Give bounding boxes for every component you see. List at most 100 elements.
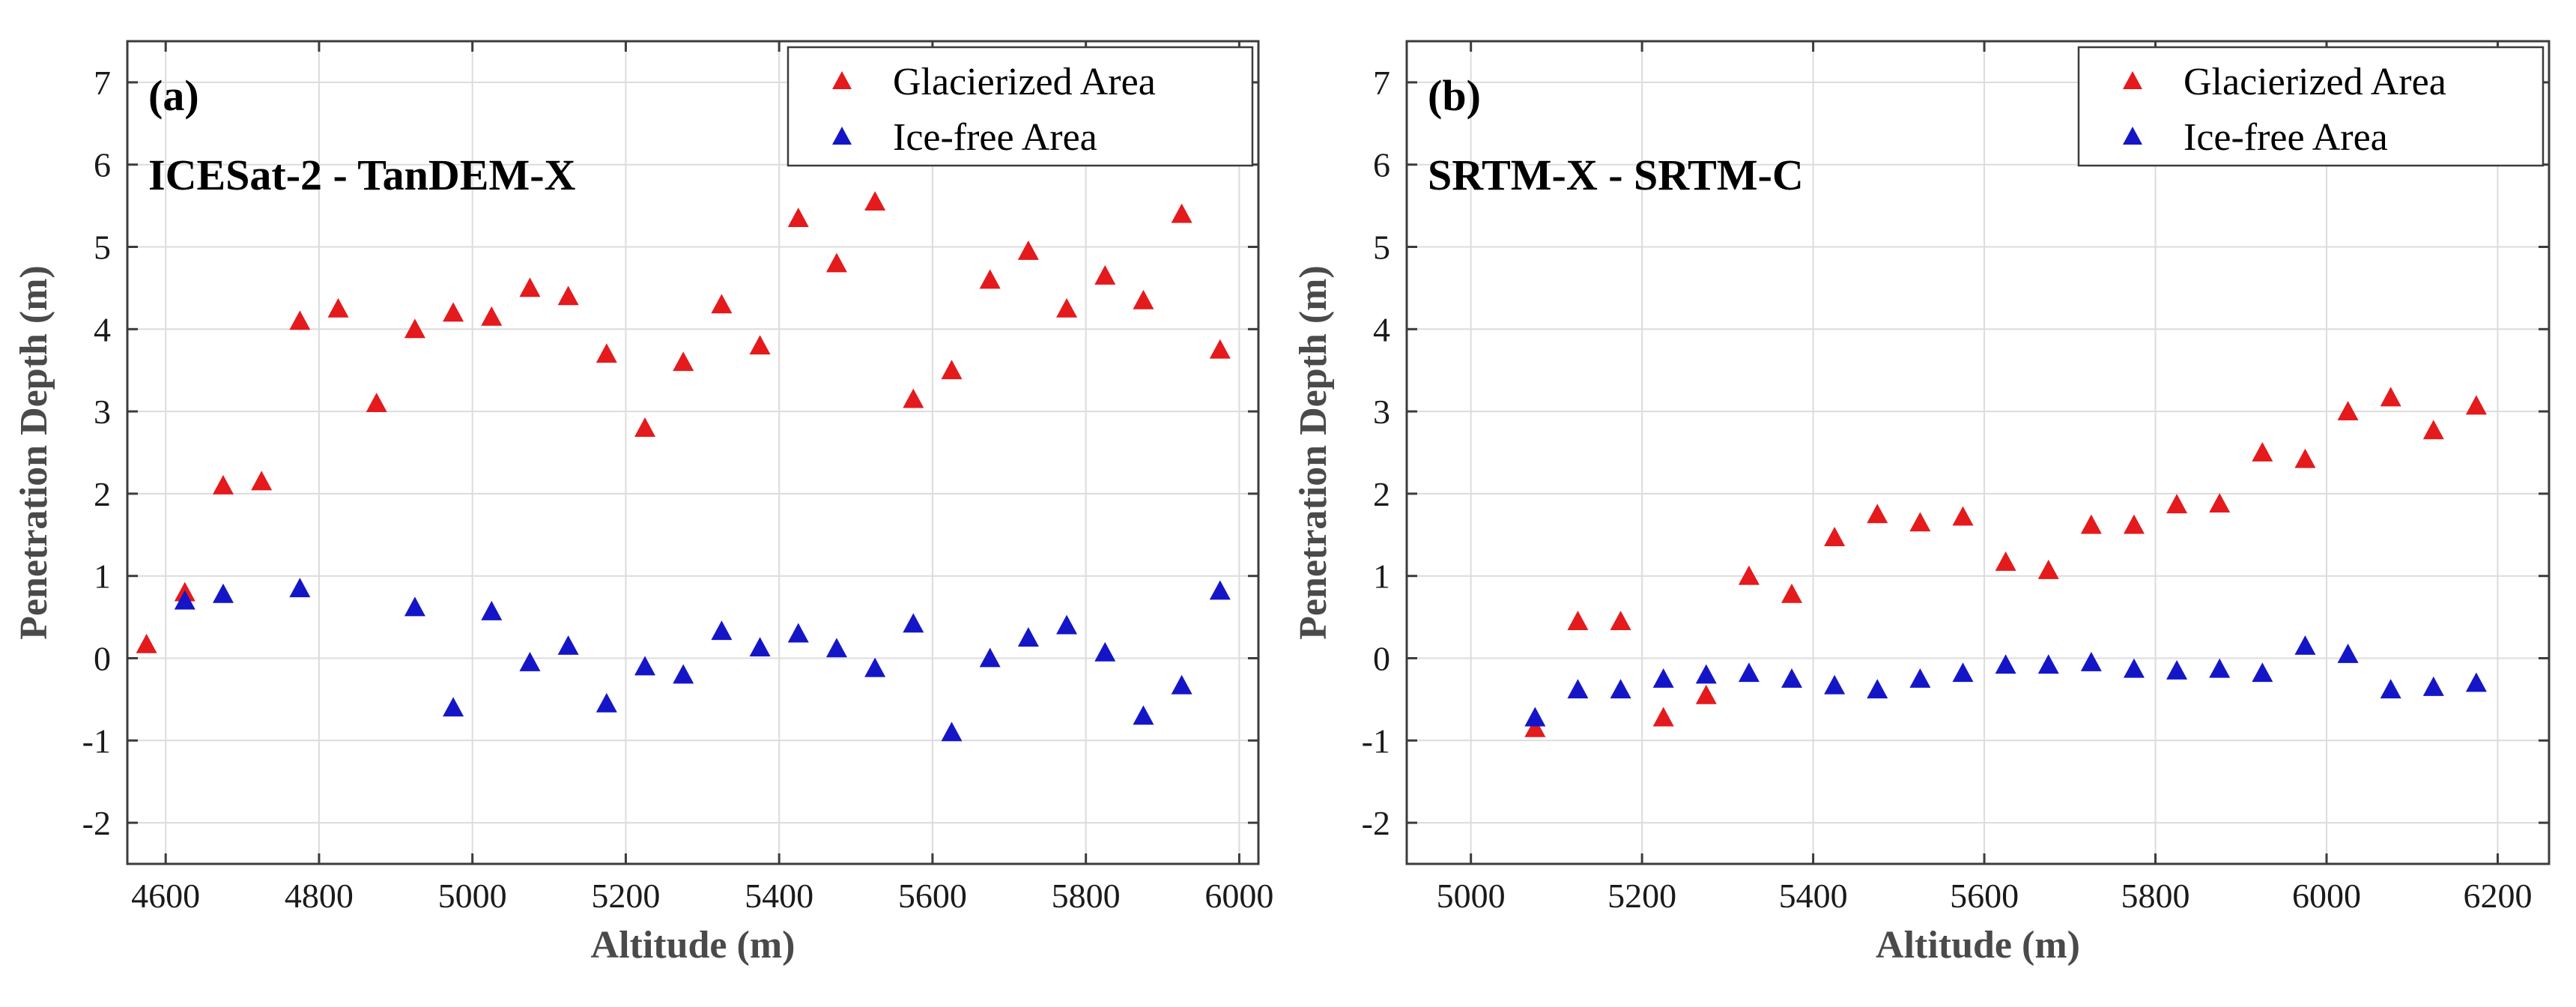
plot-frame <box>126 40 1260 865</box>
glacierized-point <box>1695 684 1717 704</box>
glacierized-point <box>1171 203 1192 223</box>
ice-free-point <box>519 651 541 671</box>
glacierized-point <box>979 269 1001 289</box>
ice-free-point <box>941 722 963 742</box>
ice-free-point <box>2380 679 2401 699</box>
ice-free-point <box>1952 662 1974 683</box>
glacierized-point <box>212 474 234 495</box>
ice-free-point <box>2294 635 2316 655</box>
x-tick-label: 6000 <box>1204 877 1273 915</box>
y-tick-label: 1 <box>1373 557 1390 596</box>
x-tick-label: 6000 <box>2292 877 2361 915</box>
glacierized-point <box>2166 494 2188 514</box>
glacierized-point <box>1909 512 1931 532</box>
x-tick-label: 5400 <box>1779 877 1848 915</box>
glacierized-point <box>2252 442 2273 462</box>
ice-free-point <box>212 583 234 603</box>
glacierized-point <box>1209 339 1231 359</box>
glacierized-point <box>1995 551 2016 571</box>
x-axis-label: Altitude (m) <box>591 924 795 967</box>
ice-free-point <box>1610 679 1631 699</box>
legend-label: Ice-free Area <box>2183 116 2388 159</box>
glacierized-point <box>251 471 273 491</box>
glacierized-point <box>1952 506 1974 526</box>
glacierized-point <box>2337 401 2359 420</box>
ice-free-point <box>481 600 503 620</box>
legend-marker <box>832 127 852 145</box>
legend-label: Glacierized Area <box>2183 61 2446 103</box>
ice-free-point <box>2123 658 2145 678</box>
ice-free-point <box>289 578 311 598</box>
ice-free-point <box>1524 707 1546 727</box>
ice-free-point <box>673 664 694 684</box>
glacierized-point <box>673 351 694 372</box>
legend-marker <box>2123 71 2142 90</box>
glacierized-point <box>1738 565 1760 585</box>
y-tick-label: 3 <box>94 393 111 431</box>
legend-marker <box>2123 127 2142 145</box>
glacierized-point <box>825 252 847 273</box>
glacierized-point <box>2037 560 2059 579</box>
ice-free-point <box>2037 654 2059 674</box>
panel-label: (b) <box>1428 71 1481 120</box>
glacierized-point <box>2209 493 2231 512</box>
ice-free-point <box>634 656 656 676</box>
ice-free-point <box>2337 644 2359 663</box>
glacierized-point <box>1056 297 1078 318</box>
ice-free-point <box>711 620 733 641</box>
ice-free-point <box>2422 676 2444 696</box>
ice-free-point <box>174 590 196 610</box>
y-tick-label: 4 <box>94 310 111 348</box>
ice-free-point <box>1909 668 1931 688</box>
legend-box <box>2077 46 2545 167</box>
glacierized-point <box>1867 503 1888 524</box>
ice-free-point <box>1567 679 1589 699</box>
y-tick-label: 5 <box>1373 229 1390 267</box>
ice-free-point <box>1652 668 1674 688</box>
ice-free-point <box>1209 580 1231 600</box>
glacierized-point <box>1094 264 1116 285</box>
x-tick-label: 5200 <box>1607 877 1676 915</box>
x-tick-label: 5400 <box>745 877 813 915</box>
glacierized-point <box>711 294 733 314</box>
glacierized-point <box>366 393 387 413</box>
ice-free-point <box>557 635 579 655</box>
glacierized-point <box>1824 527 1846 546</box>
ice-free-point <box>903 613 924 633</box>
ice-free-point <box>1824 674 1846 695</box>
glacierized-point <box>2080 514 2102 534</box>
panel-label: (a) <box>148 71 199 120</box>
glacierized-point <box>595 343 617 363</box>
chart-title: ICESat-2 - TanDEM-X <box>148 151 576 199</box>
glacierized-point <box>2465 395 2487 415</box>
y-axis-label: Penetration Depth (m) <box>1292 265 1335 640</box>
x-tick-label: 6200 <box>2463 877 2532 915</box>
ice-free-point <box>2080 651 2102 671</box>
glacierized-point <box>404 318 425 339</box>
y-tick-label: -1 <box>82 722 111 760</box>
legend-label: Ice-free Area <box>893 116 1097 159</box>
ice-free-point <box>595 692 617 713</box>
glacierized-point <box>2123 514 2145 534</box>
ice-free-point <box>864 657 886 677</box>
glacierized-point <box>136 633 157 653</box>
glacierized-point <box>1524 717 1546 737</box>
y-tick-label: 4 <box>1373 310 1390 348</box>
ice-free-point <box>1133 705 1154 725</box>
glacierized-point <box>2294 448 2316 468</box>
glacierized-point <box>443 302 464 322</box>
ice-free-point <box>1867 679 1888 699</box>
x-axis-label: Altitude (m) <box>1876 924 2080 967</box>
ice-free-point <box>1781 668 1803 688</box>
x-tick-label: 5600 <box>1950 877 2019 915</box>
y-tick-label: 7 <box>94 64 111 102</box>
ice-free-point <box>825 638 847 658</box>
glacierized-point <box>1781 583 1803 603</box>
legend-label: Glacierized Area <box>893 61 1156 103</box>
ice-free-point <box>2465 672 2487 692</box>
x-tick-label: 4800 <box>285 877 354 915</box>
ice-free-point <box>1738 662 1760 683</box>
glacierized-point <box>519 277 541 297</box>
ice-free-point <box>1017 627 1039 647</box>
